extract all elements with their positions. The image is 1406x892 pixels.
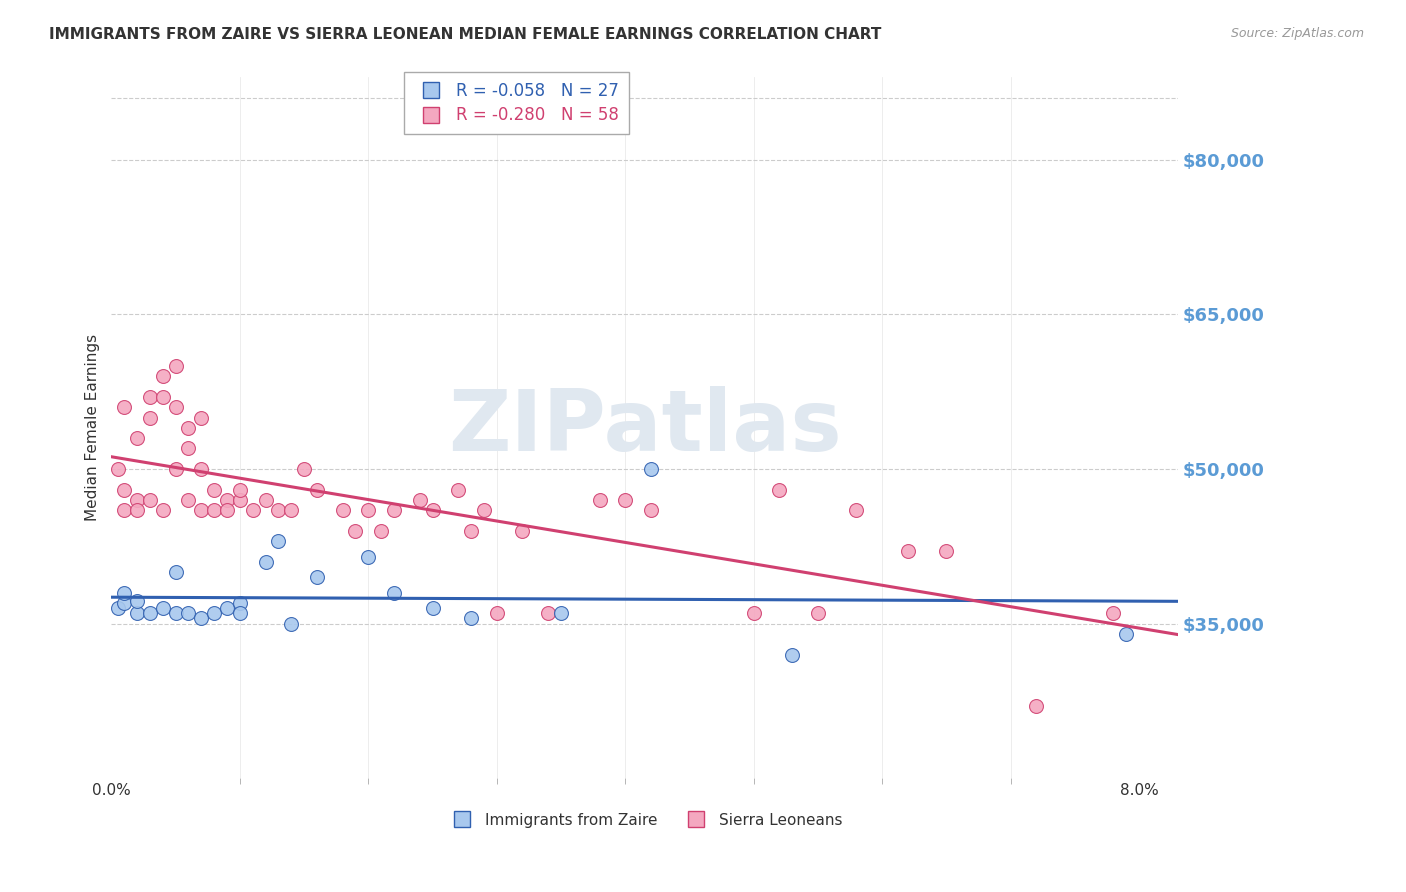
Point bbox=[845, 503, 868, 517]
Text: ZIPatlas: ZIPatlas bbox=[447, 386, 841, 469]
Point bbox=[305, 570, 328, 584]
Point bbox=[202, 607, 225, 621]
Point bbox=[1025, 699, 1047, 714]
Point bbox=[112, 401, 135, 415]
Point bbox=[139, 493, 162, 508]
Point bbox=[382, 503, 405, 517]
Point bbox=[267, 534, 290, 549]
Point bbox=[768, 483, 790, 497]
Point bbox=[127, 607, 149, 621]
Point bbox=[139, 410, 162, 425]
Y-axis label: Median Female Earnings: Median Female Earnings bbox=[86, 334, 100, 522]
Point bbox=[332, 503, 354, 517]
Point bbox=[112, 585, 135, 599]
Point bbox=[935, 544, 957, 558]
Point bbox=[254, 493, 277, 508]
Point bbox=[152, 601, 174, 615]
Point bbox=[127, 503, 149, 517]
Point bbox=[215, 503, 238, 517]
Point bbox=[807, 607, 830, 621]
Point bbox=[215, 493, 238, 508]
Point bbox=[614, 493, 637, 508]
Point bbox=[127, 493, 149, 508]
Point bbox=[742, 607, 765, 621]
Point bbox=[202, 483, 225, 497]
Point bbox=[280, 503, 302, 517]
Point bbox=[370, 524, 392, 538]
Point bbox=[127, 594, 149, 608]
Point bbox=[550, 607, 572, 621]
Point bbox=[305, 483, 328, 497]
Point bbox=[254, 555, 277, 569]
Point bbox=[460, 524, 482, 538]
Point bbox=[107, 462, 129, 476]
Point bbox=[640, 503, 662, 517]
Point bbox=[1102, 607, 1125, 621]
Point bbox=[112, 483, 135, 497]
Point bbox=[344, 524, 367, 538]
Point bbox=[280, 616, 302, 631]
Point bbox=[112, 503, 135, 517]
Point bbox=[780, 648, 803, 662]
Point bbox=[229, 493, 252, 508]
Point bbox=[460, 611, 482, 625]
Point bbox=[357, 503, 380, 517]
Point bbox=[267, 503, 290, 517]
Point bbox=[165, 462, 187, 476]
Point bbox=[152, 503, 174, 517]
Point bbox=[107, 601, 129, 615]
Point bbox=[292, 462, 315, 476]
Point bbox=[190, 503, 212, 517]
Point bbox=[165, 565, 187, 579]
Point bbox=[215, 601, 238, 615]
Point bbox=[177, 607, 200, 621]
Point bbox=[409, 493, 432, 508]
Point bbox=[229, 596, 252, 610]
Point bbox=[127, 431, 149, 445]
Point bbox=[447, 483, 470, 497]
Point bbox=[165, 607, 187, 621]
Point bbox=[472, 503, 495, 517]
Point bbox=[357, 549, 380, 564]
Point bbox=[177, 493, 200, 508]
Point bbox=[190, 611, 212, 625]
Point bbox=[202, 503, 225, 517]
Point bbox=[177, 421, 200, 435]
Point bbox=[242, 503, 264, 517]
Point bbox=[485, 607, 508, 621]
Point bbox=[139, 607, 162, 621]
Point bbox=[382, 585, 405, 599]
Text: IMMIGRANTS FROM ZAIRE VS SIERRA LEONEAN MEDIAN FEMALE EARNINGS CORRELATION CHART: IMMIGRANTS FROM ZAIRE VS SIERRA LEONEAN … bbox=[49, 27, 882, 42]
Point bbox=[165, 359, 187, 373]
Point bbox=[112, 596, 135, 610]
Point bbox=[1115, 627, 1137, 641]
Point bbox=[588, 493, 610, 508]
Point bbox=[165, 401, 187, 415]
Point bbox=[177, 442, 200, 456]
Point bbox=[152, 390, 174, 404]
Point bbox=[190, 410, 212, 425]
Legend: Immigrants from Zaire, Sierra Leoneans: Immigrants from Zaire, Sierra Leoneans bbox=[440, 806, 848, 834]
Point bbox=[537, 607, 560, 621]
Point bbox=[190, 462, 212, 476]
Point bbox=[422, 601, 444, 615]
Point bbox=[152, 369, 174, 384]
Point bbox=[512, 524, 534, 538]
Point bbox=[640, 462, 662, 476]
Text: Source: ZipAtlas.com: Source: ZipAtlas.com bbox=[1230, 27, 1364, 40]
Point bbox=[229, 483, 252, 497]
Point bbox=[897, 544, 920, 558]
Point bbox=[139, 390, 162, 404]
Point bbox=[229, 607, 252, 621]
Point bbox=[422, 503, 444, 517]
